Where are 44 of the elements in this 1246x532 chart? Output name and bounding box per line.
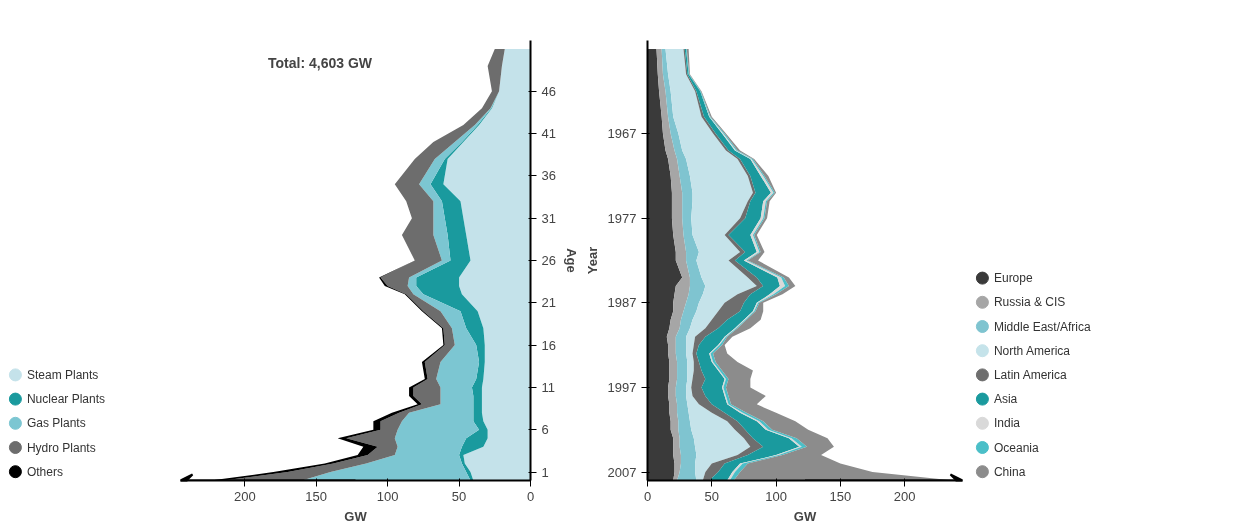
x-tick-label: 0 <box>643 488 652 504</box>
legend-label: Latin America <box>993 367 1067 382</box>
y-axis-title: Year <box>584 246 600 275</box>
x-axis-title: GW <box>793 508 817 524</box>
legend-label: Europe <box>993 271 1033 286</box>
x-tick-label: 50 <box>451 488 467 504</box>
legend-label: Gas Plants <box>26 416 86 431</box>
x-tick-label: 150 <box>305 488 328 504</box>
legend-label: North America <box>993 343 1071 358</box>
legend-label: China <box>993 464 1026 479</box>
legend-label: Oceania <box>993 440 1039 455</box>
y-tick-label: 6 <box>541 422 549 438</box>
legend-label: Asia <box>993 392 1018 407</box>
y-axis-title: Age <box>563 248 579 273</box>
legend-label: Nuclear Plants <box>26 392 105 407</box>
x-tick-label: 150 <box>829 488 852 504</box>
y-tick-label: 1997 <box>607 379 637 395</box>
legend-label: Steam Plants <box>26 367 99 382</box>
y-tick-label: 1967 <box>607 126 637 142</box>
x-tick-label: 200 <box>233 488 256 504</box>
x-tick-label: 100 <box>376 488 399 504</box>
x-tick-label: 100 <box>765 488 787 504</box>
y-tick-label: 21 <box>541 295 556 311</box>
y-tick-label: 31 <box>541 210 556 226</box>
y-tick-label: 2007 <box>607 464 637 480</box>
y-tick-label: 36 <box>541 168 556 184</box>
annotation: Total: 4,603 GW <box>268 55 373 72</box>
legend-label: Middle East/Africa <box>993 319 1091 334</box>
legend-label: Others <box>26 464 63 479</box>
legend-label: Hydro Plants <box>26 440 96 455</box>
x-tick-label: 200 <box>893 488 916 504</box>
y-tick-label: 16 <box>541 337 556 353</box>
y-tick-label: 41 <box>541 126 556 142</box>
x-tick-label: 50 <box>704 488 720 504</box>
x-axis-title: GW <box>344 508 368 524</box>
x-tick-label: 0 <box>526 488 535 504</box>
legend-label: Russia & CIS <box>993 295 1066 310</box>
y-tick-label: 1 <box>541 464 549 480</box>
legend-label: India <box>993 416 1021 431</box>
y-tick-label: 1977 <box>607 210 637 226</box>
y-tick-label: 11 <box>541 379 555 395</box>
y-tick-label: 26 <box>541 253 556 268</box>
y-tick-label: 1987 <box>607 295 637 311</box>
y-tick-label: 46 <box>541 83 556 99</box>
